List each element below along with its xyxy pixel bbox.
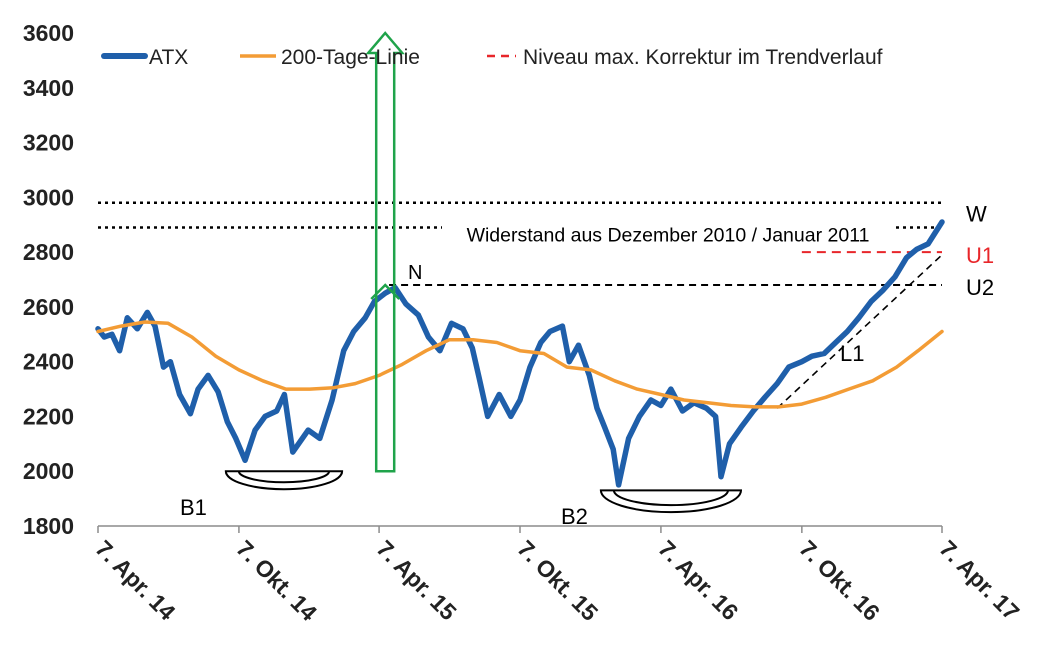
x-tick-label: 7. Apr. 14 [90,535,180,625]
series-lines [95,219,945,488]
x-tick-label: 7. Okt. 15 [512,535,603,626]
trend-line-l1 [776,254,943,409]
y-tick-label: 3400 [23,75,74,101]
y-tick-label: 3000 [23,184,74,210]
y-tick-label: 2400 [23,349,74,375]
y-tick-label: 2800 [23,239,74,265]
annotations: Widerstand aus Dezember 2010 / Januar 20… [180,31,994,529]
legend-label-atx: ATX [149,46,188,69]
x-tick-label: 7. Okt. 14 [231,535,322,626]
label-b1: B1 [180,495,207,520]
target-arrow [365,31,405,473]
legend-label-korrektur: Niveau max. Korrektur im Trendverlauf [523,46,883,69]
label-l1: L1 [840,341,864,366]
label-n: N [408,262,422,284]
series-atx-line [95,219,945,488]
base-shape-b1 [224,470,344,491]
series-200-tage-linie-line [96,320,944,409]
marker-chevron [370,283,401,300]
y-tick-label: 3600 [23,20,74,46]
y-tick-label: 1800 [23,513,74,539]
label-b2: B2 [561,504,588,529]
y-tick-label: 2000 [23,458,74,484]
resistance-label-bg [442,208,894,233]
label-w: W [966,201,987,226]
label-u1: U1 [966,243,994,268]
x-tick-label: 7. Okt. 16 [794,535,885,626]
y-tick-label: 2600 [23,294,74,320]
x-tick-label: 7. Apr. 17 [934,535,1024,625]
base-shape-b2 [599,489,743,514]
legend: ATX 200-Tage-Linie Niveau max. Korrektur i… [101,46,883,69]
x-tick-label: 7. Apr. 16 [653,535,743,625]
x-tick-label: 7. Apr. 15 [372,535,462,625]
label-u2: U2 [966,275,994,300]
x-axis: 7. Apr. 14 7. Okt. 14 7. Apr. 15 7. Okt. 15… [90,525,1025,626]
y-tick-label: 3200 [23,130,74,156]
resistance-label: Widerstand aus Dezember 2010 / Januar 20… [467,224,870,246]
y-axis-ticks: 1800 2000 2200 2400 2600 2800 3000 3200 3400 3600 [23,20,74,539]
legend-label-200-tage: 200-Tage-Linie [281,46,420,69]
y-tick-label: 2200 [23,403,74,429]
